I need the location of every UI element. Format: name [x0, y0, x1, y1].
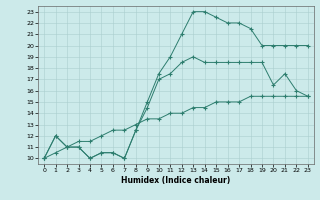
X-axis label: Humidex (Indice chaleur): Humidex (Indice chaleur)	[121, 176, 231, 185]
